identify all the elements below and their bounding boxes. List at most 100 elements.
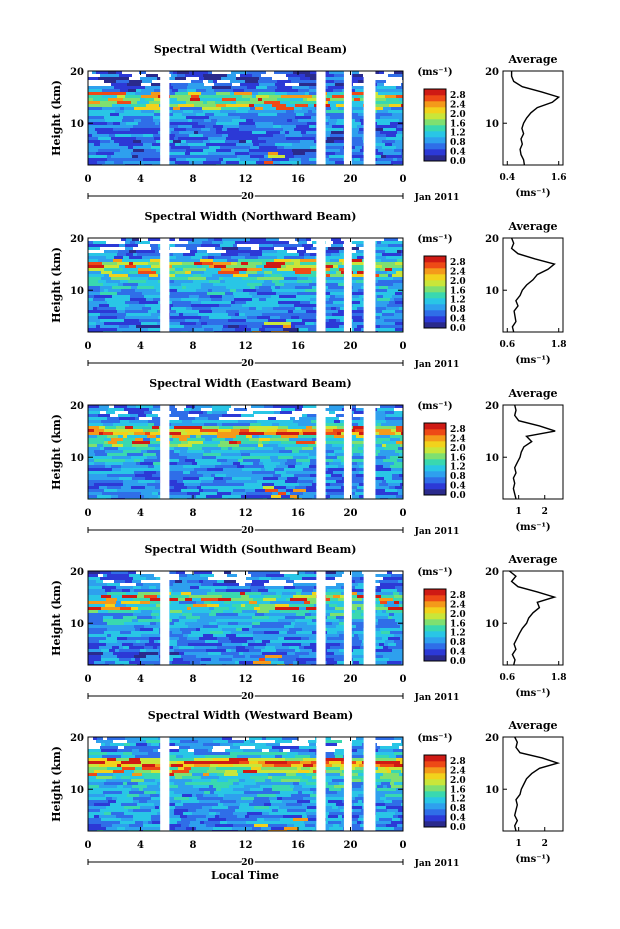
heatmap-cell	[330, 495, 340, 498]
heatmap-cell	[238, 622, 252, 625]
heatmap-cell	[98, 77, 113, 80]
heatmap-cell	[214, 655, 233, 658]
heatmap-cell	[117, 441, 132, 444]
heatmap-cell	[217, 152, 235, 155]
heatmap-cell	[116, 601, 121, 604]
heatmap-cell	[125, 580, 132, 583]
heatmap-cell	[242, 405, 251, 408]
heatmap-cell	[112, 776, 116, 779]
heatmap-cell	[173, 495, 191, 498]
heatmap-cell	[262, 307, 273, 310]
colorbar-unit: (ms⁻¹)	[417, 733, 452, 744]
heatmap-cell	[143, 143, 152, 146]
heatmap-cell	[236, 98, 250, 101]
heatmap-cell	[280, 812, 287, 815]
heatmap-cell	[395, 292, 402, 295]
heatmap-cell	[382, 441, 396, 444]
heatmap-cell	[175, 92, 188, 95]
heatmap-cell	[250, 280, 264, 283]
heatmap-cell	[109, 649, 115, 652]
heatmap-cell	[231, 101, 236, 104]
heatmap-cell	[292, 292, 297, 295]
heatmap-cell	[122, 643, 133, 646]
colorbar-tick-label: 0.4	[450, 315, 466, 325]
heatmap-cell	[206, 268, 221, 271]
heatmap-cell	[228, 319, 246, 322]
heatmap-cell	[174, 622, 185, 625]
heatmap-cell	[251, 328, 259, 331]
colorbar-swatch	[424, 89, 446, 96]
heatmap-cell	[373, 465, 383, 468]
heatmap-cell	[184, 652, 203, 655]
heatmap-cell	[104, 812, 111, 815]
profile-x-tick-label: 1.6	[551, 173, 567, 183]
heatmap-cell	[347, 622, 364, 625]
heatmap-cell	[125, 244, 138, 247]
heatmap-cell	[224, 773, 238, 776]
heatmap-cell	[179, 637, 187, 640]
heatmap-cell	[213, 486, 232, 489]
heatmap-cell	[287, 119, 292, 122]
heatmap-cell	[287, 477, 298, 480]
heatmap-cell	[290, 417, 295, 420]
colorbar-tick-label: 1.2	[450, 296, 466, 306]
heatmap-cell	[164, 453, 179, 456]
heatmap-cell	[107, 737, 119, 740]
heatmap-cell	[88, 613, 95, 616]
heatmap-cell	[103, 616, 113, 619]
heatmap-cell	[326, 98, 330, 101]
heatmap-cell	[394, 634, 403, 637]
heatmap-cell	[239, 128, 246, 131]
heatmap-cell	[146, 280, 158, 283]
heatmap-cell	[335, 280, 345, 283]
heatmap-cell	[229, 453, 241, 456]
heatmap-cell	[332, 95, 347, 98]
heatmap-cell	[187, 310, 199, 313]
heatmap-cell	[105, 661, 115, 664]
heatmap-cell	[140, 98, 145, 101]
heatmap-cell	[294, 474, 310, 477]
heatmap-cell	[263, 462, 280, 465]
heatmap-cell	[120, 583, 136, 586]
heatmap-cell	[272, 74, 286, 77]
heatmap-cell	[179, 456, 187, 459]
heatmap-cell	[394, 782, 403, 785]
heatmap-cell	[124, 319, 139, 322]
heatmap-cell	[137, 101, 149, 104]
heatmap-cell	[207, 104, 216, 107]
heatmap-cell	[291, 325, 295, 328]
heatmap-cell	[151, 797, 156, 800]
heatmap-cell	[219, 277, 223, 280]
heatmap-cell	[241, 797, 254, 800]
heatmap-cell	[147, 785, 159, 788]
heatmap-cell	[327, 95, 332, 98]
heatmap-cell	[122, 71, 139, 74]
heatmap-cell	[140, 758, 155, 761]
heatmap-cell	[248, 643, 266, 646]
colorbar-swatch	[424, 298, 446, 305]
heatmap-cell	[172, 265, 179, 268]
heatmap-cell	[348, 791, 358, 794]
heatmap-cell	[222, 423, 236, 426]
heatmap-cell	[273, 244, 282, 247]
heatmap-cell	[98, 414, 110, 417]
heatmap-cell	[175, 743, 191, 746]
heatmap-cell	[259, 158, 272, 161]
heatmap-cell	[96, 71, 108, 74]
heatmap-cell	[165, 325, 184, 328]
heatmap-cell	[143, 604, 156, 607]
heatmap-cell	[258, 113, 268, 116]
heatmap-cell	[279, 749, 283, 752]
colorbar-swatch	[424, 107, 446, 114]
heatmap-cell	[163, 262, 182, 265]
heatmap-cell	[125, 456, 131, 459]
heatmap-cell	[137, 616, 152, 619]
heatmap-cell	[262, 441, 269, 444]
heatmap-cell	[220, 280, 225, 283]
heatmap-cell	[264, 101, 280, 104]
heatmap-cell	[224, 110, 236, 113]
heatmap-cell	[281, 474, 294, 477]
heatmap-cell	[164, 149, 175, 152]
heatmap-cell	[376, 812, 395, 815]
heatmap-cell	[100, 140, 110, 143]
